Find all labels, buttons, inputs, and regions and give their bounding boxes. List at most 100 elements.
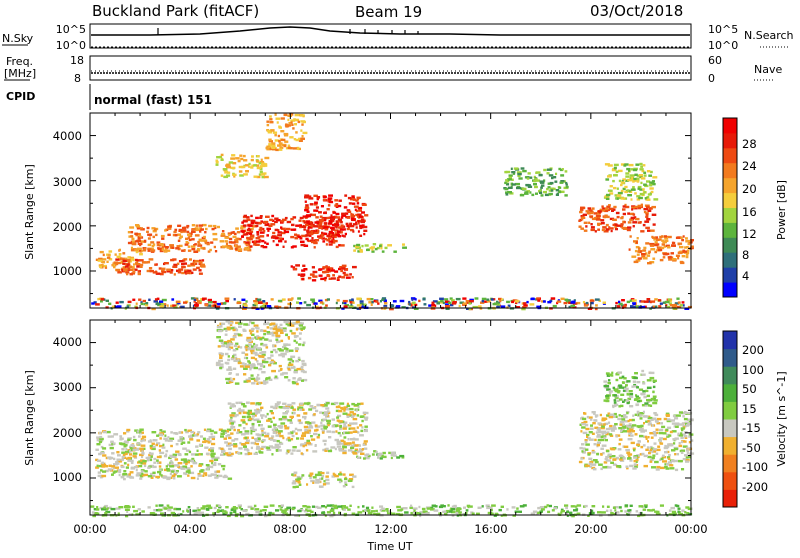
velocity-echo-cell	[330, 402, 336, 406]
velocity-echo-cell	[249, 411, 252, 414]
velocity-echo-cell	[680, 451, 684, 454]
power-echo-cell	[318, 223, 323, 226]
velocity-echo-cell	[279, 426, 283, 429]
power-echo-cell	[604, 214, 608, 217]
power-echo-cell	[230, 166, 236, 170]
power-echo-cell	[616, 215, 620, 219]
velocity-echo-cell	[314, 473, 318, 477]
power-echo-cell	[118, 248, 121, 252]
power-echo-cell	[596, 214, 601, 218]
velocity-echo-cell	[586, 435, 589, 438]
velocity-echo-cell	[138, 435, 141, 438]
velocity-echo-cell	[299, 408, 302, 411]
velocity-echo-cell	[629, 428, 634, 431]
power-echo-cell	[642, 257, 648, 260]
power-echo-cell	[517, 172, 522, 176]
power-echo-cell	[325, 268, 329, 271]
power-echo-cell	[663, 253, 668, 256]
power-echo-cell	[666, 246, 671, 249]
power-echo-cell	[634, 205, 639, 209]
velocity-echo-cell	[290, 438, 294, 441]
velocity-echo-cell	[253, 442, 257, 445]
velocity-echo-cell	[352, 437, 356, 440]
power-echo-cell	[347, 210, 352, 213]
velocity-colorbar-block	[723, 436, 737, 455]
velocity-echo-cell	[291, 430, 296, 433]
velocity-echo-cell	[355, 409, 358, 412]
power-echo-cell	[354, 245, 360, 248]
velocity-echo-cell	[206, 467, 210, 470]
velocity-echo-cell	[662, 460, 667, 463]
velocity-echo-cell	[629, 393, 634, 396]
velocity-echo-cell	[126, 428, 131, 432]
velocity-echo-cell	[187, 471, 191, 474]
velocity-echo-cell	[227, 358, 231, 362]
velocity-echo-cell	[299, 322, 304, 325]
power-echo-cell	[311, 237, 314, 240]
velocity-cb-tick-200: 200	[742, 343, 764, 357]
velocity-echo-cell	[656, 420, 659, 423]
velocity-echo-cell	[102, 470, 107, 473]
velocity-echo-cell	[591, 505, 596, 508]
power-echo-cell	[191, 271, 194, 274]
power-ylabel: Slant Range [km]	[23, 164, 36, 260]
power-echo-cell	[161, 303, 164, 306]
velocity-echo-cell	[623, 377, 627, 380]
power-echo-cell	[298, 139, 303, 142]
velocity-echo-cell	[198, 453, 201, 456]
power-echo-cell	[523, 304, 528, 307]
power-echo-cell	[277, 234, 282, 237]
power-echo-cell	[352, 301, 355, 304]
velocity-echo-cell	[597, 434, 601, 437]
velocity-echo-cell	[228, 451, 232, 455]
velocity-echo-cell	[210, 449, 214, 453]
power-echo-cell	[137, 270, 140, 273]
velocity-echo-cell	[229, 443, 234, 447]
power-echo-cell	[508, 174, 513, 177]
velocity-echo-cell	[287, 406, 290, 410]
velocity-echo-cell	[656, 422, 661, 425]
velocity-echo-cell	[651, 450, 654, 454]
velocity-echo-cell	[659, 458, 662, 461]
power-echo-cell	[665, 244, 670, 247]
power-echo-cell	[556, 300, 562, 303]
power-echo-cell	[662, 240, 667, 244]
power-echo-cell	[267, 129, 271, 133]
power-echo-cell	[127, 267, 131, 271]
velocity-echo-cell	[591, 463, 597, 466]
power-echo-cell	[250, 219, 254, 222]
power-echo-cell	[649, 307, 652, 310]
velocity-echo-cell	[213, 473, 217, 476]
power-echo-cell	[190, 262, 195, 266]
velocity-echo-cell	[581, 426, 586, 429]
power-echo-cell	[300, 129, 303, 132]
power-echo-cell	[177, 224, 182, 227]
power-echo-cell	[322, 216, 327, 220]
power-echo-cell	[356, 202, 360, 205]
power-echo-cell	[659, 258, 664, 262]
power-echo-cell	[232, 231, 235, 234]
power-echo-cell	[261, 175, 266, 179]
velocity-echo-cell	[119, 435, 123, 438]
velocity-echo-cell	[227, 355, 230, 358]
power-echo-cell	[256, 298, 262, 301]
velocity-echo-cell	[272, 512, 275, 515]
power-echo-cell	[445, 307, 450, 310]
velocity-echo-cell	[676, 453, 679, 456]
velocity-echo-cell	[621, 418, 626, 421]
power-echo-cell	[346, 224, 351, 227]
velocity-ytick-1000: 1000	[53, 470, 82, 484]
velocity-echo-cell	[594, 438, 597, 442]
power-echo-cell	[161, 270, 167, 274]
velocity-echo-cell	[198, 453, 203, 456]
velocity-echo-cell	[363, 440, 368, 443]
velocity-echo-cell	[335, 430, 338, 433]
velocity-echo-cell	[419, 514, 422, 518]
power-echo-cell	[221, 232, 226, 236]
velocity-echo-cell	[111, 435, 114, 438]
power-echo-cell	[294, 237, 299, 240]
power-colorbar-block	[723, 192, 737, 208]
power-echo-cell	[280, 117, 285, 120]
velocity-echo-cell	[181, 441, 186, 444]
velocity-echo-cell	[153, 509, 156, 512]
